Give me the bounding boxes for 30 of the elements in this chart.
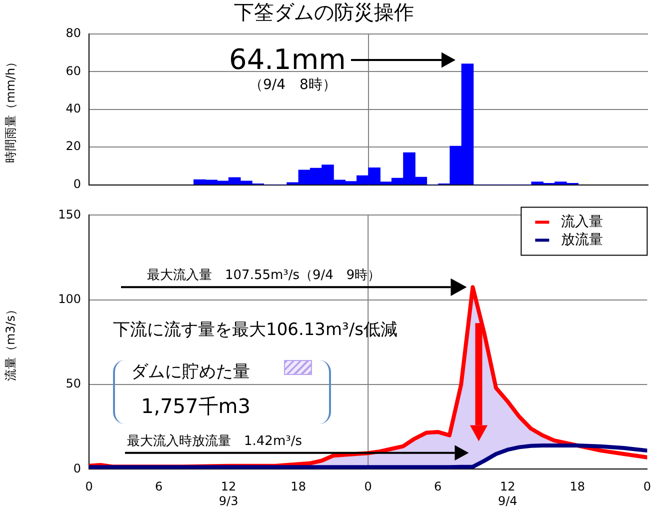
annotation: ダムに貯めた量 — [131, 362, 250, 382]
legend-label: 放流量 — [561, 232, 604, 248]
x-tick-label: 6 — [434, 480, 442, 494]
annotation: 64.1mm — [229, 43, 346, 76]
y-tick-label: 60 — [66, 64, 81, 78]
annotation: （9/4 8時） — [249, 77, 336, 93]
annotation: 下流に流す量を最大106.13m³/s低減 — [113, 320, 398, 340]
chart-title: 下筌ダムの防災操作 — [234, 0, 414, 24]
x-tick-label: 0 — [643, 480, 652, 494]
y-tick-label: 20 — [66, 139, 81, 154]
y-tick-label: 50 — [66, 376, 81, 391]
x-tick-label: 0 — [85, 480, 93, 494]
legend-label: 流入量 — [561, 214, 604, 230]
annotation: 1,757千m3 — [141, 394, 250, 418]
annotation: 最大流入量 107.55m³/s（9/4 9時） — [147, 267, 381, 284]
x-tick-label: 0 — [364, 480, 372, 494]
y-axis-title: 流量（m3/s） — [3, 303, 18, 382]
x-tick-label: 6 — [154, 480, 163, 494]
y-tick-label: 0 — [73, 176, 81, 191]
y-tick-label: 100 — [58, 292, 81, 306]
y-axis-title: 時間雨量（mm/h） — [3, 56, 18, 163]
y-tick-label: 0 — [73, 461, 81, 476]
y-tick-label: 80 — [66, 26, 81, 40]
x-tick-label: 18 — [570, 480, 586, 494]
x-tick-label: 18 — [290, 480, 306, 494]
x-tick-label: 12 9/3 — [218, 480, 238, 508]
x-tick-label: 12 9/4 — [498, 480, 518, 508]
y-tick-label: 40 — [66, 102, 81, 116]
y-tick-label: 150 — [58, 207, 81, 222]
annotation: 最大流入時放流量 1.42m³/s — [127, 432, 302, 449]
